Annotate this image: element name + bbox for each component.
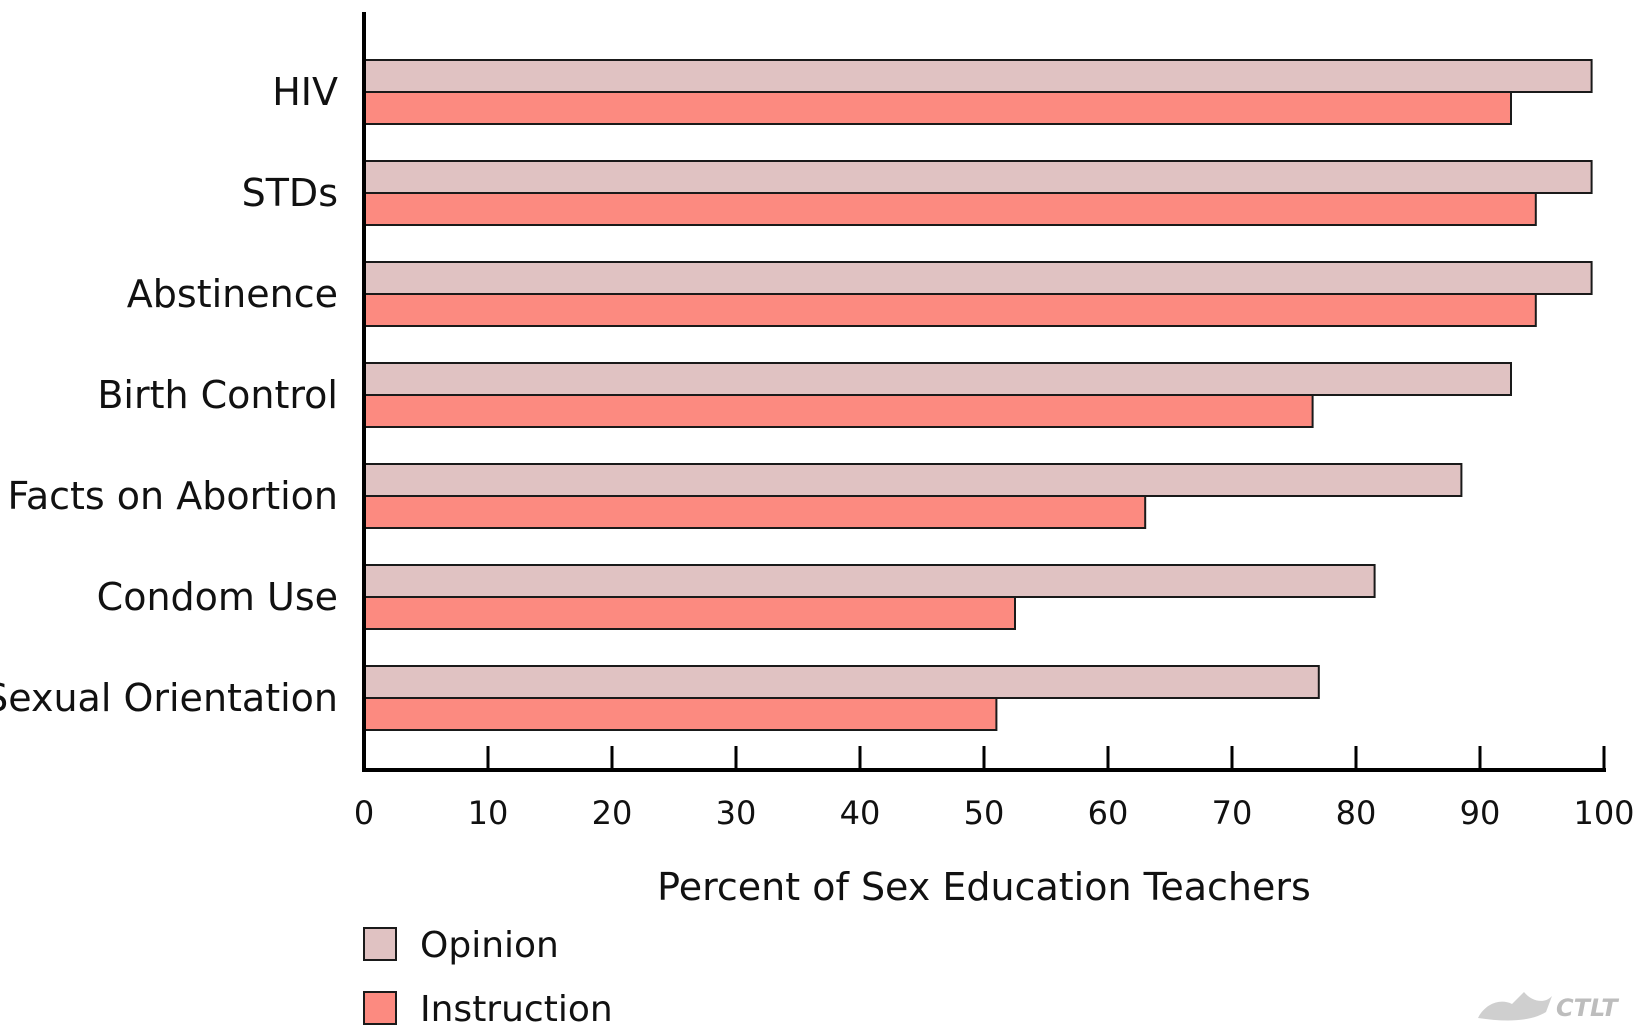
x-tick-label-80: 80 xyxy=(1336,794,1377,832)
ctlt-logo: CTLT xyxy=(1478,992,1619,1022)
x-tick-label-70: 70 xyxy=(1212,794,1253,832)
x-tick-label-0: 0 xyxy=(354,794,374,832)
legend-label-instruction: Instruction xyxy=(420,989,613,1026)
x-tick-label-30: 30 xyxy=(716,794,757,832)
bar-opinion-birth-control xyxy=(363,362,1512,396)
category-label-condom-use: Condom Use xyxy=(97,575,338,619)
x-tick-label-50: 50 xyxy=(964,794,1005,832)
category-labels: HIV STDs Abstinence Birth Control Facts on A… xyxy=(0,70,338,720)
category-label-birth-control: Birth Control xyxy=(97,373,338,417)
x-tick-label-90: 90 xyxy=(1460,794,1501,832)
bar-opinion-hiv xyxy=(363,59,1593,93)
category-label-abstinence: Abstinence xyxy=(127,272,338,316)
bar-instruction-facts-on-abortion xyxy=(363,495,1147,529)
legend-label-opinion: Opinion xyxy=(420,925,559,966)
bar-instruction-birth-control xyxy=(363,394,1314,428)
category-label-stds: STDs xyxy=(242,171,338,215)
bar-opinion-condom-use xyxy=(363,564,1376,598)
bar-opinion-abstinence xyxy=(363,261,1593,295)
bar-opinion-stds xyxy=(363,160,1593,194)
legend-swatch-instruction xyxy=(363,991,397,1025)
legend-swatch-opinion xyxy=(363,927,397,961)
bar-instruction-abstinence xyxy=(363,293,1537,327)
watermark-text: CTLT xyxy=(1556,994,1619,1022)
bar-instruction-sexual-orientation xyxy=(363,697,998,731)
bar-opinion-sexual-orientation xyxy=(363,665,1320,699)
ctlt-logo-swoosh-icon xyxy=(1478,992,1552,1021)
x-axis-title: Percent of Sex Education Teachers xyxy=(657,865,1311,909)
category-label-hiv: HIV xyxy=(272,70,338,114)
x-axis-ticks: 0 10 20 30 40 50 60 70 80 90 100 xyxy=(354,746,1635,832)
bar-instruction-condom-use xyxy=(363,596,1016,630)
bar-instruction-stds xyxy=(363,192,1537,226)
bar-instruction-hiv xyxy=(363,91,1512,125)
x-tick-label-20: 20 xyxy=(592,794,633,832)
x-tick-label-100: 100 xyxy=(1573,794,1634,832)
x-tick-label-10: 10 xyxy=(468,794,509,832)
bar-opinion-facts-on-abortion xyxy=(363,463,1463,497)
category-label-sexual-orientation: Sexual Orientation xyxy=(0,676,338,720)
category-label-facts-on-abortion: Facts on Abortion xyxy=(7,474,338,518)
bars-layer xyxy=(363,59,1593,731)
x-tick-label-40: 40 xyxy=(840,794,881,832)
legend: Opinion Instruction xyxy=(363,925,613,1026)
x-tick-label-60: 60 xyxy=(1088,794,1129,832)
